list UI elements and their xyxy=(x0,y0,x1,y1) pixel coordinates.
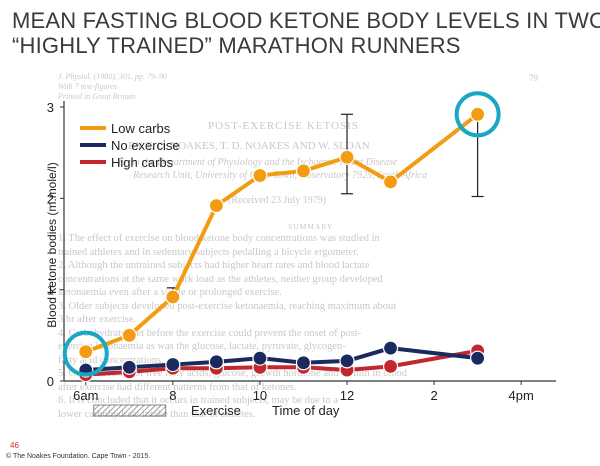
highlight-circle xyxy=(62,330,109,377)
no-exercise-data-point xyxy=(470,350,486,366)
paper-body-line: after exercise had different patterns fr… xyxy=(58,381,297,393)
paper-body-line: concentrations at the same work load as … xyxy=(58,273,383,285)
paper-title: POST-EXERCISE KETOSIS xyxy=(208,120,359,132)
x-axis-title: Time of day xyxy=(272,403,340,418)
exercise-period-bar xyxy=(93,404,167,417)
paper-summary-heading: SUMMARY xyxy=(288,222,334,231)
y-axis-title: Blood ketone bodies (m.mole/l) xyxy=(45,162,59,328)
legend-label: High carbs xyxy=(111,155,174,170)
high-carbs-data-point xyxy=(382,358,399,374)
no-exercise-data-point xyxy=(165,356,181,373)
slide-number: 46 xyxy=(10,441,19,450)
y-tick-label: 0 xyxy=(47,374,54,389)
low-carbs-data-point xyxy=(339,149,355,165)
no-exercise-data-point xyxy=(382,340,399,356)
paper-journal-line-3: Printed in Great Britain xyxy=(58,92,136,101)
paper-body-line: 4. Carbohydrate diet before the exercise… xyxy=(58,327,362,339)
low-carbs-data-point xyxy=(208,198,224,214)
paper-body-line: 6. It is concluded that it occurs in tra… xyxy=(58,395,338,406)
y-tick-label: 2 xyxy=(47,191,54,206)
low-carbs-data-point xyxy=(470,106,486,122)
paper-body-line: fatty acid concentrations. xyxy=(58,354,164,366)
x-tick-label: 2 xyxy=(430,388,437,403)
paper-affiliation-1: From the Department of Physiology and th… xyxy=(118,157,398,168)
legend-label: No exercise xyxy=(111,138,180,153)
paper-page-number: 79 xyxy=(529,73,538,83)
highlight-circle xyxy=(454,91,501,138)
slide-title-line-2: “HIGHLY TRAINED” MARATHON RUNNERS xyxy=(12,33,461,58)
no-exercise-data-point xyxy=(208,354,224,370)
paper-affiliation-2: Research Unit, University of Cape Town, … xyxy=(133,170,428,181)
low-carbs-data-point xyxy=(78,344,94,360)
paper-journal-line-2: With 7 text-figures xyxy=(58,82,117,91)
paper-authors: BY T. D. NOAKES, T. D. NOAKES AND W. SLO… xyxy=(128,140,370,152)
low-carbs-data-point xyxy=(382,174,399,190)
slide-title: MEAN FASTING BLOOD KETONE BODY LEVELS IN… xyxy=(12,8,600,58)
x-tick-label: 4pm xyxy=(509,388,534,403)
paper-body-line: 1. The effect of exercise on blood keton… xyxy=(58,233,380,244)
paper-body-line: 5. Concentrations of free fatty acids, g… xyxy=(58,368,408,379)
low-carbs-data-point xyxy=(252,167,268,184)
slide-title-line-1: MEAN FASTING BLOOD KETONE BODY LEVELS IN… xyxy=(12,8,600,33)
low-carbs-data-point xyxy=(295,163,312,179)
y-tick-label: 1 xyxy=(47,283,54,298)
x-tick-label: 8 xyxy=(169,388,176,403)
paper-body-line: exercise ketonaemia as was the glucose, … xyxy=(58,341,346,352)
no-exercise-data-point xyxy=(295,355,312,371)
paper-received: (Received 23 July 1979) xyxy=(228,195,327,206)
y-tick-label: 3 xyxy=(47,100,54,115)
no-exercise-data-point xyxy=(252,350,268,366)
paper-body-line: 3 hr after exercise. xyxy=(58,314,137,325)
paper-body-line: 3. Older subjects developed post-exercis… xyxy=(58,300,397,312)
paper-body-line: trained athletes and in sedentary subjec… xyxy=(58,246,359,258)
x-tick-label: 12 xyxy=(340,388,354,403)
exercise-label: Exercise xyxy=(191,403,241,418)
footer-copyright: © The Noakes Foundation. Cape Town - 201… xyxy=(6,453,151,460)
low-carbs-data-point xyxy=(165,289,181,305)
legend-label: Low carbs xyxy=(111,121,171,136)
no-exercise-data-point xyxy=(121,359,137,375)
paper-body-line: 2. Although the untrained subjects had h… xyxy=(58,260,370,271)
no-exercise-data-point xyxy=(339,353,355,369)
x-tick-label: 6am xyxy=(73,388,98,403)
low-carbs-data-point xyxy=(121,327,137,343)
paper-journal-line-1: J. Physiol. (1980), 301, pp. 79–90 xyxy=(58,72,167,81)
x-tick-label: 10 xyxy=(253,388,267,403)
high-carbs-series-line xyxy=(85,348,478,377)
